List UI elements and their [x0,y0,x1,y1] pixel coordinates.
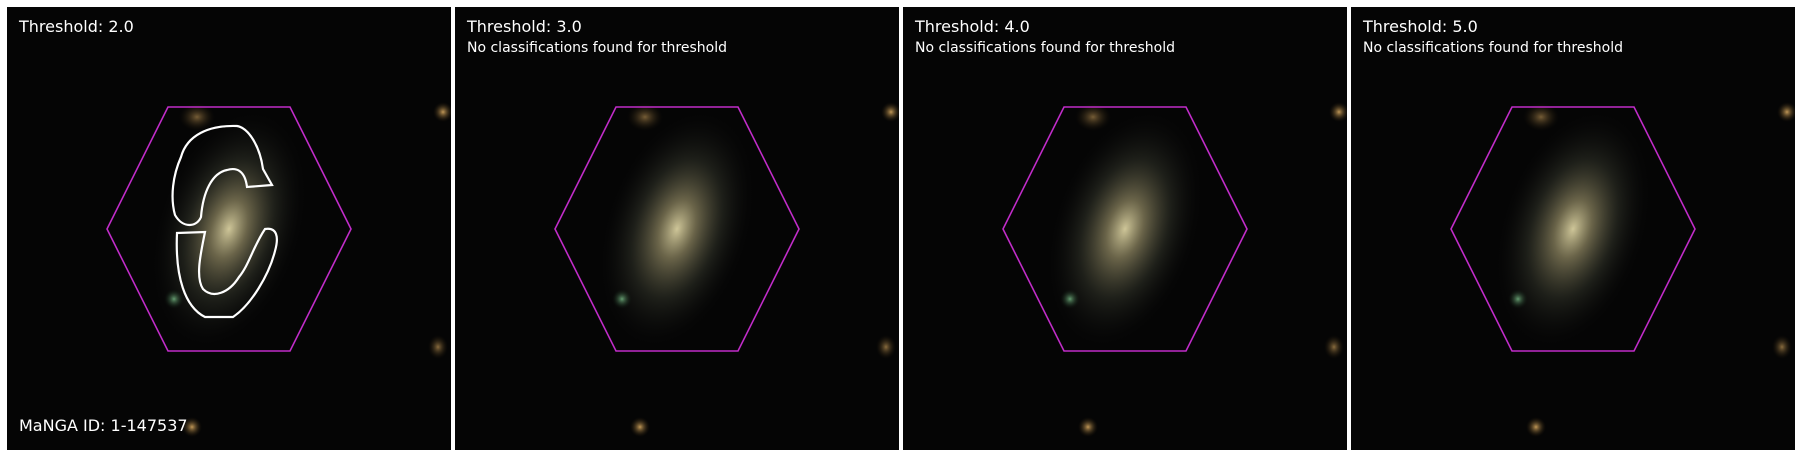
galaxy-image [554,102,899,437]
panel-subtitle: No classifications found for threshold [1363,40,1623,56]
hexagon-outline [106,106,352,352]
panel-title: Threshold: 2.0 [19,17,134,36]
hexagon-outline [1002,106,1248,352]
image-panel-threshold-5: Threshold: 5.0 No classifications found … [1351,7,1795,450]
image-panel-threshold-4: Threshold: 4.0 No classifications found … [903,7,1347,450]
image-panel-threshold-3: Threshold: 3.0 No classifications found … [455,7,899,450]
panel-subtitle: No classifications found for threshold [915,40,1175,56]
galaxy-image [1450,102,1795,437]
classification-contour [171,124,274,227]
manga-id-label: MaNGA ID: 1-147537 [19,416,188,435]
galaxy-image [1002,102,1347,437]
panel-title: Threshold: 4.0 [915,17,1030,36]
galaxy-image [106,102,451,437]
classification-contour-lower [175,227,278,319]
panel-subtitle: No classifications found for threshold [467,40,727,56]
hexagon-outline [554,106,800,352]
panel-title: Threshold: 5.0 [1363,17,1478,36]
hexagon-outline [1450,106,1696,352]
panel-title: Threshold: 3.0 [467,17,582,36]
image-panel-threshold-2: Threshold: 2.0 MaNGA ID: 1-147537 [7,7,451,450]
